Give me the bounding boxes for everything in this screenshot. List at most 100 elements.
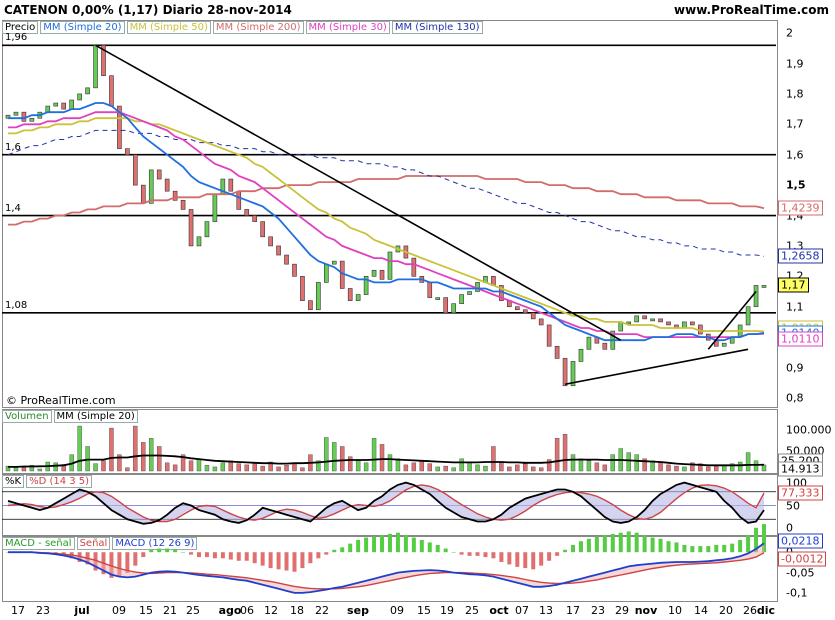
volume-bar <box>419 460 425 472</box>
price-candle <box>204 221 210 238</box>
price-candle <box>634 315 639 323</box>
legend-mm130[interactable]: MM (Simple 130) <box>391 21 483 34</box>
price-candle <box>522 309 528 314</box>
mm20-line <box>8 102 765 342</box>
x-tick-label: 29 <box>615 604 629 617</box>
x-tick-label: sep <box>347 604 369 617</box>
price-candle <box>690 321 695 326</box>
legend-mm50[interactable]: MM (Simple 50) <box>126 21 211 34</box>
price-candle <box>355 294 361 301</box>
macd-histogram-bar <box>762 524 766 553</box>
legend-mm30[interactable]: MM (Simple 30) <box>305 21 390 34</box>
macd-histogram-bar <box>332 549 337 553</box>
trendline-down <box>95 44 622 341</box>
legend-mm20[interactable]: MM (Simple 20) <box>40 21 125 34</box>
legend-d[interactable]: %D (14 3 5) <box>26 475 93 488</box>
volume-bar <box>626 452 631 472</box>
macd-histogram-bar <box>284 552 289 571</box>
macd-histogram-bar <box>563 549 568 553</box>
macd-histogram-bar <box>658 538 663 553</box>
macd-histogram-bar <box>292 552 297 572</box>
macd-histogram-bar <box>690 546 695 553</box>
volume-bar <box>586 460 592 472</box>
volume-bar <box>435 466 440 472</box>
macd-histogram-bar <box>109 552 114 578</box>
volume-bar <box>244 464 249 472</box>
volume-bar <box>379 444 385 472</box>
legend-macd-hist[interactable]: MACD - señal <box>2 537 75 550</box>
legend-signal[interactable]: Señal <box>76 537 111 550</box>
macd-histogram-bar <box>642 535 647 553</box>
macd-histogram-bar <box>149 549 154 553</box>
volume-bar <box>284 465 289 472</box>
macd-histogram-bar <box>220 552 225 559</box>
mm50-line <box>8 117 765 333</box>
site-link[interactable]: www.ProRealTime.com <box>674 3 829 17</box>
volume-bar <box>737 461 743 472</box>
legend-macd[interactable]: MACD (12 26 9) <box>112 537 198 550</box>
macd-histogram-bar <box>602 535 607 553</box>
volume-bar <box>21 467 27 472</box>
macd-histogram-bar <box>276 552 281 570</box>
macd-histogram-bar <box>547 552 552 561</box>
legend-volume[interactable]: Volumen <box>2 410 52 423</box>
volume-bar <box>101 460 106 472</box>
volume-bar <box>658 462 663 472</box>
macd-histogram-bar <box>189 552 194 555</box>
volume-bar <box>483 465 488 472</box>
volume-bar <box>340 446 345 472</box>
macd-histogram-bar <box>173 549 178 553</box>
volume-bar <box>538 467 544 472</box>
level-label: 1,4 <box>5 202 21 214</box>
price-candle <box>284 254 289 265</box>
x-tick-label: 15 <box>417 604 431 617</box>
price-tick: 0,8 <box>786 391 804 405</box>
volume-bar <box>180 454 186 472</box>
x-tick-label: nov <box>634 604 658 617</box>
legend-volume-mm20[interactable]: MM (Simple 20) <box>53 410 138 423</box>
price-tick: 1,8 <box>786 87 804 101</box>
x-tick-label: 19 <box>440 604 454 617</box>
legend-mm200[interactable]: MM (Simple 200) <box>212 21 304 34</box>
price-candle <box>109 75 114 107</box>
volume-bar <box>531 466 536 472</box>
macd-histogram-bar <box>586 538 591 553</box>
price-candle <box>172 190 178 201</box>
macd-legend: MACD - señal Señal MACD (12 26 9) <box>2 537 199 550</box>
price-tick: 2 <box>786 26 793 40</box>
legend-price[interactable]: Precio <box>2 21 39 34</box>
price-tag: 1,4239 <box>778 200 823 216</box>
price-candle <box>443 297 448 314</box>
volume-bar <box>13 467 19 472</box>
stoch-d-line <box>7 484 765 523</box>
mm130-line <box>7 129 765 257</box>
volume-bar <box>387 454 393 472</box>
volume-bar <box>634 454 639 472</box>
volume-bar <box>690 462 695 472</box>
macd-histogram-bar <box>459 552 464 555</box>
volume-bar <box>706 466 711 472</box>
volume-bar <box>761 464 767 472</box>
mm200-line <box>8 175 765 226</box>
stoch-tag: 77,333 <box>778 485 823 501</box>
volume-bar <box>507 466 512 472</box>
legend-k[interactable]: %K <box>2 475 25 488</box>
level-label: 1,96 <box>5 32 28 44</box>
price-candle <box>371 269 377 277</box>
macd-histogram-bar <box>626 531 631 553</box>
level-label: 1,6 <box>5 141 21 153</box>
macd-histogram-bar <box>181 552 186 553</box>
macd-histogram-bar <box>387 533 392 553</box>
x-tick-label: 22 <box>315 604 329 617</box>
volume-bar <box>252 462 257 472</box>
volume-bar <box>276 466 281 472</box>
x-tick-label: 26 <box>743 604 757 617</box>
macd-histogram-bar <box>539 552 544 566</box>
price-candle <box>530 312 536 320</box>
volume-bar <box>188 460 194 472</box>
macd-histogram-bar <box>698 546 703 553</box>
price-tick: 1,1 <box>786 300 804 314</box>
chart-header: CATENON 0,00% (1,17) Diario 28-nov-2014 … <box>0 0 835 20</box>
macd-histogram-bar <box>212 552 217 559</box>
